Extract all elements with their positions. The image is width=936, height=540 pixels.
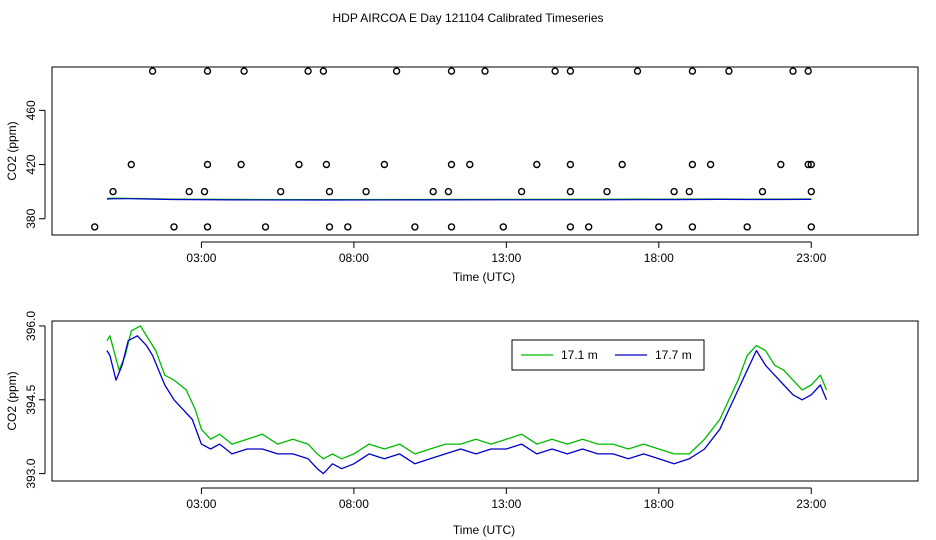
p1-scatter-point	[566, 187, 575, 196]
p1-scatter-point	[277, 187, 285, 196]
p1-scatter-point	[706, 160, 715, 169]
p1-x-tick-label: 18:00	[644, 251, 674, 265]
p1-scatter-point	[447, 160, 456, 169]
bottom-panel: 03:00 08:00 13:00 18:00 23:00 393.0 394.5 396.0…	[5, 311, 919, 537]
p1-scatter-point	[411, 223, 419, 231]
p1-scatter-point	[804, 67, 812, 75]
bottom-plot-content: 03:00 08:00 13:00 18:00 23:00 393.0 394.5 396.0	[24, 311, 828, 511]
p1-scatter-point	[688, 223, 697, 231]
p1-scatter-point	[807, 187, 815, 196]
p1-scatter-point	[304, 67, 312, 75]
p1-scatter-point	[517, 187, 526, 196]
p1-scatter-point	[148, 67, 157, 75]
p1-scatter-point	[261, 223, 270, 231]
p2-series-line-0	[106, 325, 828, 460]
p1-scatter-point	[362, 187, 370, 196]
p1-scatter-point	[551, 67, 559, 75]
p1-scatter-point	[325, 223, 334, 231]
p1-scatter-point	[670, 187, 678, 196]
p2-x-tick-label: 03:00	[186, 497, 216, 511]
p1-scatter-point	[185, 187, 193, 196]
p1-scatter-point	[203, 67, 212, 75]
p2-y-tick-label: 394.5	[24, 384, 38, 414]
p1-y-tick-label: 380	[24, 208, 38, 228]
top-y-axis-label: CO2 (ppm)	[5, 121, 19, 180]
p1-scatter-point	[203, 223, 212, 231]
p1-scatter-point	[603, 187, 611, 196]
p2-x-tick-label: 23:00	[796, 497, 826, 511]
p1-scatter-point	[585, 223, 593, 231]
p1-scatter-point	[688, 67, 697, 75]
legend-label-17-7m: 17.7 m	[655, 348, 692, 362]
p1-scatter-point	[322, 160, 331, 169]
p1-scatter-point	[240, 67, 248, 75]
p1-scatter-point	[804, 160, 812, 169]
bottom-x-axis-label: Time (UTC)	[453, 523, 515, 537]
p1-scatter-point	[295, 160, 303, 169]
p1-scatter-point	[127, 160, 136, 169]
p1-scatter-point	[90, 223, 99, 231]
p1-scatter-point	[200, 187, 209, 196]
p1-scatter-point	[688, 160, 697, 169]
p2-x-tick-label: 08:00	[339, 497, 369, 511]
p1-scatter-point	[380, 160, 389, 169]
p1-scatter-point	[109, 187, 117, 196]
p1-scatter-point	[444, 187, 453, 196]
chart-title: HDP AIRCOA E Day 121104 Calibrated Times…	[332, 11, 603, 25]
p1-scatter-point	[655, 223, 663, 231]
p1-scatter-point	[807, 160, 815, 169]
p1-scatter-point	[777, 160, 785, 169]
p1-scatter-point	[466, 160, 474, 169]
p1-scatter-point	[170, 223, 178, 231]
p1-x-tick-label: 23:00	[796, 251, 826, 265]
p1-x-tick-label: 13:00	[491, 251, 521, 265]
p1-scatter-point	[447, 223, 456, 231]
p1-scatter-point	[533, 160, 541, 169]
p2-y-tick-label: 396.0	[24, 311, 38, 341]
p1-scatter-point	[807, 223, 815, 231]
p1-scatter-point	[725, 67, 733, 75]
p1-scatter-point	[499, 223, 507, 231]
top-plot-frame	[51, 66, 919, 236]
p1-series-line-1	[106, 198, 812, 201]
p1-y-tick-label: 420	[24, 154, 38, 174]
legend: 17.1 m 17.7 m	[511, 339, 705, 371]
p1-scatter-point	[618, 160, 626, 169]
p1-x-tick-label: 08:00	[339, 251, 369, 265]
p2-x-tick-label: 13:00	[491, 497, 521, 511]
p1-scatter-point	[344, 223, 352, 231]
p1-scatter-point	[325, 187, 334, 196]
top-x-axis-label: Time (UTC)	[453, 270, 515, 284]
p1-scatter-point	[685, 187, 693, 196]
p1-scatter-point	[319, 67, 328, 75]
p1-scatter-point	[392, 67, 401, 75]
p1-scatter-point	[743, 223, 751, 231]
p2-y-tick-label: 393.0	[24, 458, 38, 488]
bottom-y-axis-label: CO2 (ppm)	[5, 371, 19, 430]
p1-scatter-point	[447, 67, 456, 75]
p2-series-line-1	[106, 335, 828, 475]
p1-scatter-point	[481, 67, 489, 75]
p1-scatter-point	[237, 160, 245, 169]
p2-x-tick-label: 18:00	[644, 497, 674, 511]
legend-label-17-1m: 17.1 m	[561, 348, 598, 362]
p1-scatter-point	[566, 223, 575, 231]
p1-y-tick-label: 460	[24, 100, 38, 120]
top-panel: 03:00 08:00 13:00 18:00 23:00 380 420 460 Time …	[5, 66, 919, 284]
bottom-plot-frame	[51, 320, 919, 482]
p1-scatter-point	[566, 67, 575, 75]
p1-scatter-point	[758, 187, 767, 196]
p1-scatter-point	[633, 67, 642, 75]
top-plot-content: 03:00 08:00 13:00 18:00 23:00 380 420 460	[24, 67, 827, 265]
p1-scatter-point	[203, 160, 212, 169]
p1-scatter-point	[429, 187, 437, 196]
p1-x-tick-label: 03:00	[186, 251, 216, 265]
p1-scatter-point	[566, 160, 575, 169]
p1-scatter-point	[789, 67, 797, 75]
